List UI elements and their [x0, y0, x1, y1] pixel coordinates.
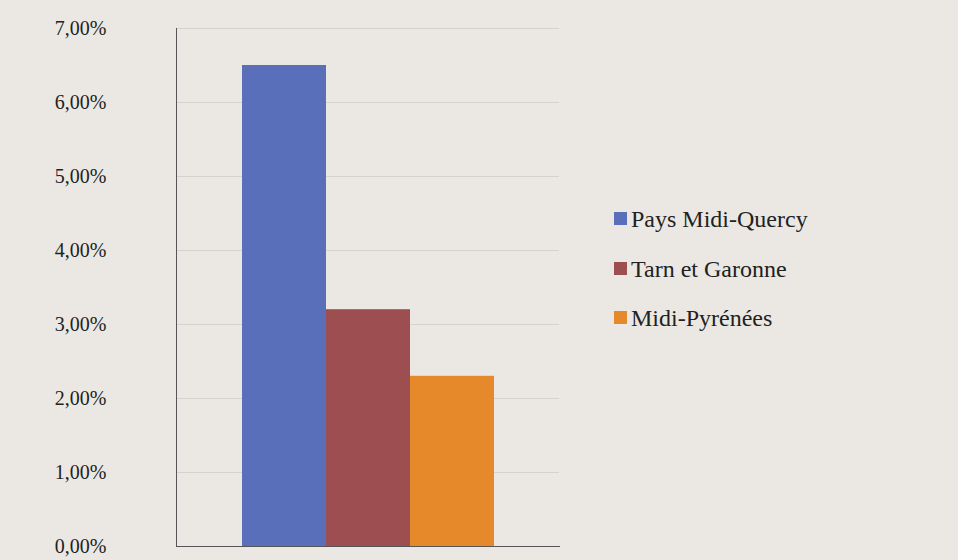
svg-text:3,00%: 3,00%	[55, 313, 107, 335]
svg-text:1,00%: 1,00%	[55, 461, 107, 483]
html-text:Midi-Pyrénées: Midi-Pyrénées	[631, 305, 773, 332]
svg-text:5,00%: 5,00%	[55, 165, 107, 187]
svg-text:7,00%: 7,00%	[55, 17, 107, 39]
html-text:Pays Midi-Quercy: Pays Midi-Quercy	[631, 206, 808, 232]
svg-text:4,00%: 4,00%	[55, 239, 107, 261]
svg-text:0,00%: 0,00%	[55, 535, 107, 557]
svg-text:2,00%: 2,00%	[55, 387, 107, 409]
html-text:Tarn et Garonne: Tarn et Garonne	[631, 255, 787, 282]
svg-text:6,00%: 6,00%	[55, 91, 107, 113]
